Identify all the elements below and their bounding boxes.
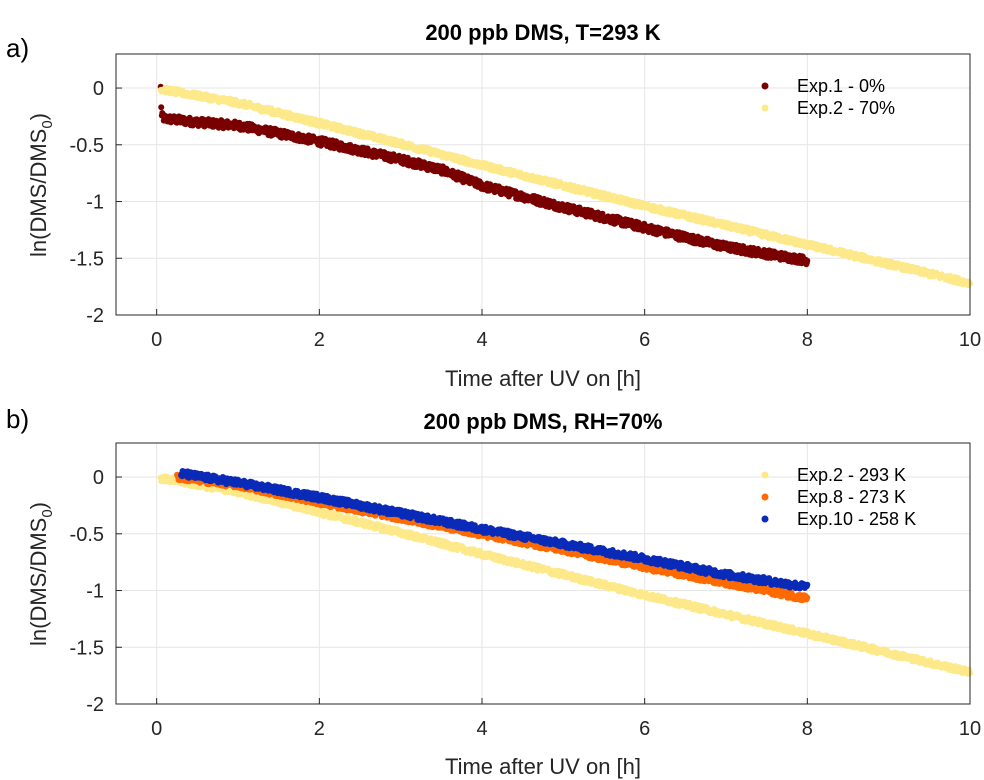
y-tick-label: 0 xyxy=(93,78,104,100)
y-tick-label: -0.5 xyxy=(70,135,104,157)
x-tick-label: 4 xyxy=(476,329,487,351)
legend-label: Exp.1 - 0% xyxy=(797,76,885,96)
legend-marker xyxy=(761,104,769,112)
panel-a-title: 200 ppb DMS, T=293 K xyxy=(425,20,660,45)
panel-b-label: b) xyxy=(6,404,29,434)
y-tick-label: -1 xyxy=(86,192,104,214)
series-1 xyxy=(157,83,811,268)
panel-a-y-axis-label: ln(DMS/DMS0) xyxy=(26,113,56,257)
panel-a-legend: Exp.1 - 0%Exp.2 - 70% xyxy=(761,76,895,118)
panel-a: a) 200 ppb DMS, T=293 K 0 2 4 6 8 10 0 -0.5 -1 -… xyxy=(6,20,981,391)
series-2 xyxy=(157,84,973,289)
panel-a-y-ticks: 0 -0.5 -1 -1.5 -2 xyxy=(70,78,122,327)
panel-a-y-axis-label-subscript: 0 xyxy=(39,120,56,128)
x-tick-label: 8 xyxy=(802,329,813,351)
y-tick-label: -2 xyxy=(86,305,104,327)
x-tick-label: 2 xyxy=(314,329,325,351)
panel-a-y-axis-label-end: ) xyxy=(26,113,51,120)
x-tick-label: 0 xyxy=(151,329,162,351)
data-point xyxy=(404,154,411,161)
legend-label: Exp.2 - 70% xyxy=(797,98,895,118)
data-point xyxy=(804,257,811,264)
panel-b-title: 200 ppb DMS, RH=70% xyxy=(423,409,662,434)
panel-a-label: a) xyxy=(6,33,29,63)
panel-a-x-axis-label: Time after UV on [h] xyxy=(445,366,641,391)
panel-a-y-axis-label-main: ln(DMS/DMS xyxy=(26,129,51,257)
x-tick-label: 10 xyxy=(959,329,981,351)
y-tick-label: -1.5 xyxy=(70,248,104,270)
panel-a-series xyxy=(157,83,973,289)
data-point xyxy=(158,104,165,111)
panel-b: b) 200 ppb DMS, RH=70% 0 2 4 6 8 10 0-0.5-1-1… xyxy=(6,404,981,779)
x-tick-label: 6 xyxy=(639,329,650,351)
legend-marker xyxy=(761,82,769,90)
